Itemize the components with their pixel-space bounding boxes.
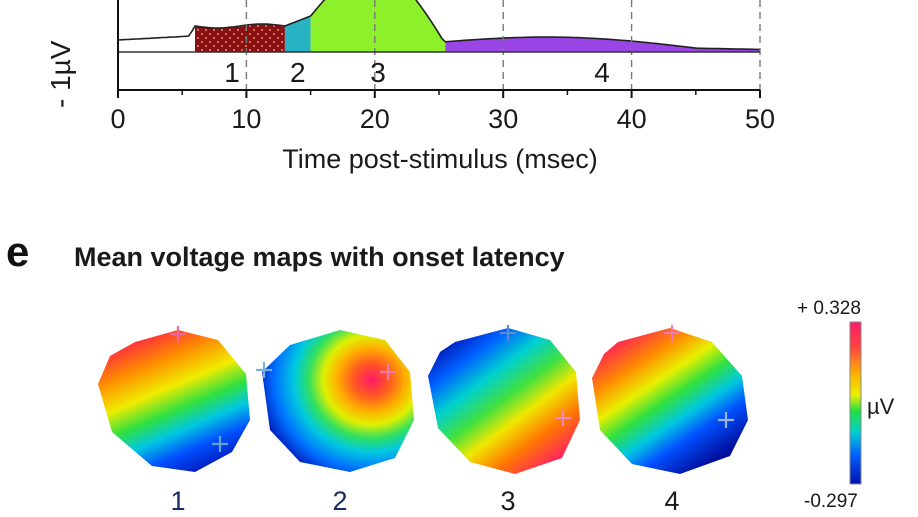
map-label: 2 [332, 486, 347, 516]
waveform-panel: - 1µV 0 10 20 30 40 50 1 2 3 4 Time post-stimulu… [45, 0, 775, 174]
voltage-map-3: 3 [428, 325, 580, 516]
segment-label: 1 [224, 57, 240, 88]
waveform-segments [195, 0, 760, 52]
x-axis-ticks [117, 90, 761, 98]
y-axis-label: - 1µV [45, 40, 76, 108]
voltage-map-4: 4 [592, 325, 748, 516]
segment-dots [195, 24, 285, 52]
waveform-line [117, 0, 760, 51]
electrode-marker-icon [170, 326, 186, 342]
segment-label: 4 [594, 57, 610, 88]
segment-labels: 1 2 3 4 [224, 57, 610, 88]
voltage-maps-panel: e Mean voltage maps with onset latency 1… [6, 228, 895, 516]
x-axis-tick-labels: 0 10 20 30 40 50 [110, 104, 775, 134]
x-tick-label: 30 [488, 104, 518, 134]
map-label: 1 [170, 486, 185, 516]
electrode-marker-icon [718, 412, 734, 428]
x-tick-label: 40 [617, 104, 647, 134]
x-tick-label: 50 [745, 104, 775, 134]
segment-area-2 [284, 16, 311, 52]
electrode-marker-icon [555, 410, 571, 426]
electrode-marker-icon [664, 325, 680, 341]
panel-letter: e [6, 228, 29, 275]
colorbar-unit: µV [867, 394, 895, 419]
x-tick-label: 10 [231, 104, 261, 134]
electrode-marker-icon [380, 364, 396, 380]
electrode-marker-icon [256, 362, 272, 378]
colorbar: + 0.328 µV -0.297 [797, 298, 895, 512]
map-label: 3 [500, 486, 515, 516]
map-label: 4 [664, 486, 679, 516]
x-tick-label: 20 [360, 104, 390, 134]
electrode-marker-icon [500, 325, 516, 341]
segment-label: 2 [290, 57, 306, 88]
colorbar-max-label: + 0.328 [797, 298, 861, 319]
segment-area-4 [445, 37, 760, 52]
x-tick-label: 0 [110, 104, 125, 134]
colorbar-scale [849, 321, 862, 485]
panel-title: Mean voltage maps with onset latency [74, 242, 565, 272]
voltage-map-2: 2 [256, 330, 414, 516]
x-axis-label: Time post-stimulus (msec) [282, 144, 598, 174]
electrode-marker-icon [212, 436, 228, 452]
segment-label: 3 [370, 57, 386, 88]
colorbar-min-label: -0.297 [804, 491, 858, 512]
gridlines [245, 0, 761, 90]
segment-area-3 [310, 0, 446, 52]
voltage-map-1: 1 [98, 326, 250, 516]
